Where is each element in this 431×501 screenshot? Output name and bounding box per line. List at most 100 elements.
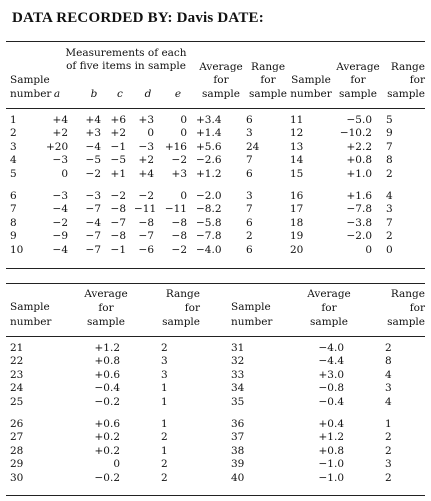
sample-range-2-cell: 9: [386, 127, 393, 140]
sample-range-2-cell: 3: [385, 382, 392, 395]
sample-range-2-cell: 4: [385, 395, 392, 408]
sample-range-cell: 6: [246, 243, 253, 256]
sample-number-cell: 7: [10, 203, 17, 216]
sample-number-cell: 3: [10, 140, 17, 153]
sample-average-cell: 0: [113, 458, 120, 471]
sample-range-cell: 7: [246, 154, 253, 167]
sample-average-2-cell: −2.0: [346, 230, 373, 243]
sample-average-cell: −0.4: [94, 382, 121, 395]
sample-range-cell: 1: [161, 395, 168, 408]
sample-range-cell: 6: [246, 216, 253, 229]
sample-number-2-cell: 35: [231, 395, 245, 408]
item-a-cell: −3: [52, 190, 68, 202]
sample-range-2-cell: 2: [386, 230, 393, 243]
sample-average-2-cell: +1.6: [346, 190, 373, 202]
sample-number-cell: 29: [10, 458, 24, 471]
sample-range-2-cell: 8: [386, 154, 393, 167]
sample-number-header-line2: number: [10, 88, 52, 100]
sample-number-cell: 2: [10, 127, 17, 140]
sample-number-cell: 21: [10, 342, 24, 354]
range2-header-line1: Range: [390, 61, 425, 73]
sample-average-cell: +0.2: [94, 444, 121, 457]
t2-sample-header-line1: Sample: [10, 301, 50, 313]
sample-number-2-cell: 40: [231, 471, 245, 484]
item-d-cell: −2: [138, 190, 154, 202]
item-b-cell: −4: [85, 216, 101, 229]
average2-header-line2: for: [350, 74, 366, 86]
sample-range-2-cell: 1: [385, 418, 392, 430]
item-a-cell: +20: [46, 140, 69, 153]
item-a-cell: −3: [52, 154, 68, 167]
measurements-header-line2: of five items in sample: [66, 60, 186, 72]
sample-number-2-cell: 14: [290, 154, 304, 167]
range-header-line2: for: [260, 74, 276, 86]
sample-number-cell: 9: [10, 230, 17, 243]
sample-number-cell: 30: [10, 471, 24, 484]
item-c-cell: −2: [110, 190, 126, 202]
sample-number-cell: 10: [10, 243, 24, 256]
sample-average-cell: −8.2: [196, 203, 222, 216]
sample-range-2-cell: 7: [386, 216, 393, 229]
item-d-cell: −7: [138, 230, 154, 243]
sample-average-2-cell: +0.4: [318, 418, 345, 430]
sample-range-2-cell: 8: [385, 355, 392, 368]
item-a-cell: −4: [52, 203, 68, 216]
sample-number-2-cell: 12: [290, 127, 304, 140]
sample-average-cell: +1.2: [196, 167, 222, 180]
sample-average-2-cell: +1.0: [346, 167, 373, 180]
item-e-cell: 0: [180, 127, 187, 140]
t2-average-header-line2: for: [98, 302, 114, 314]
sample-number-2-cell: 19: [290, 230, 304, 243]
average2-header-line3: sample: [339, 88, 377, 100]
range-header-line3: sample: [249, 88, 287, 100]
sample-range-2-cell: 5: [386, 114, 393, 126]
average-header-line2: for: [213, 74, 229, 86]
item-b-cell: −4: [85, 140, 101, 153]
range2-header-line3: sample: [387, 88, 425, 100]
item-c-header: c: [117, 88, 123, 100]
sample-average-cell: −2.0: [196, 190, 222, 202]
average-header-line3: sample: [202, 88, 240, 100]
sample-range-2-cell: 0: [386, 243, 393, 256]
sample-average-2-cell: +1.2: [318, 431, 345, 444]
sample-number-2-cell: 36: [231, 418, 245, 430]
sample-average-2-cell: +0.8: [318, 444, 345, 457]
sample-average-2-cell: +0.8: [346, 154, 373, 167]
item-c-cell: −7: [110, 216, 126, 229]
item-b-cell: −7: [85, 230, 101, 243]
t2-average-header-line3: sample: [87, 316, 125, 328]
item-b-cell: −3: [85, 190, 101, 202]
t2-range-header-line3: sample: [162, 316, 200, 328]
item-a-cell: 0: [61, 167, 68, 180]
sample-range-2-cell: 2: [385, 471, 392, 484]
sample-average-cell: +1.2: [94, 342, 121, 354]
sample-range-cell: 6: [246, 114, 253, 126]
t2-sample-header-line2: number: [10, 316, 52, 328]
item-a-cell: −2: [52, 216, 68, 229]
sample-number-2-cell: 39: [231, 458, 245, 471]
sample-average-cell: −7.8: [196, 230, 222, 243]
item-d-cell: 0: [147, 127, 154, 140]
sample-average-cell: +0.6: [94, 368, 121, 381]
sample-number-cell: 8: [10, 216, 17, 229]
sample-average-2-cell: −1.0: [318, 458, 345, 471]
sample-number-cell: 28: [10, 444, 24, 457]
sample-range-cell: 1: [161, 444, 168, 457]
sample-average-cell: −0.2: [94, 395, 121, 408]
t2-average-header-line1: Average: [84, 288, 128, 300]
sample-range-cell: 2: [161, 471, 168, 484]
item-e-cell: 0: [180, 190, 187, 202]
t2-sample2-header-line1: Sample: [231, 301, 271, 313]
item-d-header: d: [144, 88, 152, 100]
sample-average-2-cell: 0: [365, 243, 372, 256]
item-c-cell: +2: [110, 127, 126, 140]
item-e-cell: 0: [180, 114, 187, 126]
sample-average-cell: +0.8: [94, 355, 121, 368]
item-b-cell: −7: [85, 243, 101, 256]
sample-number-2-cell: 34: [231, 382, 245, 395]
sample-range-cell: 2: [246, 230, 253, 243]
item-b-cell: −7: [85, 203, 101, 216]
sample-average-2-cell: −3.8: [346, 216, 373, 229]
item-e-header: e: [174, 88, 182, 100]
sample-average-2-cell: −5.0: [346, 114, 373, 126]
